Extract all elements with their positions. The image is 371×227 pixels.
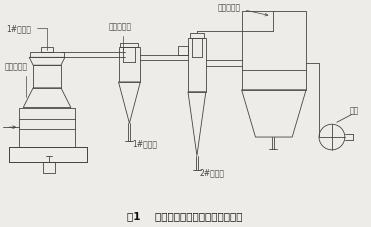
Bar xyxy=(118,48,140,83)
Bar xyxy=(33,66,61,89)
Bar xyxy=(41,48,53,53)
Bar xyxy=(43,162,55,174)
Text: 2#出料口: 2#出料口 xyxy=(200,168,225,177)
Bar xyxy=(30,53,64,58)
Text: 1#分级机: 1#分级机 xyxy=(6,25,47,50)
Bar xyxy=(242,12,306,90)
Bar xyxy=(178,46,188,56)
Text: 旋风除尘器: 旋风除尘器 xyxy=(109,23,132,50)
Text: 图1    摆式磨粉机磨粉系统工艺流程图: 图1 摆式磨粉机磨粉系统工艺流程图 xyxy=(127,210,243,220)
Text: 1#出料口: 1#出料口 xyxy=(132,138,157,147)
Bar xyxy=(121,43,138,48)
Text: 风机: 风机 xyxy=(350,106,359,115)
Bar xyxy=(9,147,87,162)
Text: 布袋除尘器: 布袋除尘器 xyxy=(218,3,268,17)
Bar xyxy=(19,108,75,147)
Bar xyxy=(188,38,206,92)
Text: 摆式磨粉机: 摆式磨粉机 xyxy=(4,62,27,97)
Bar xyxy=(190,34,204,38)
